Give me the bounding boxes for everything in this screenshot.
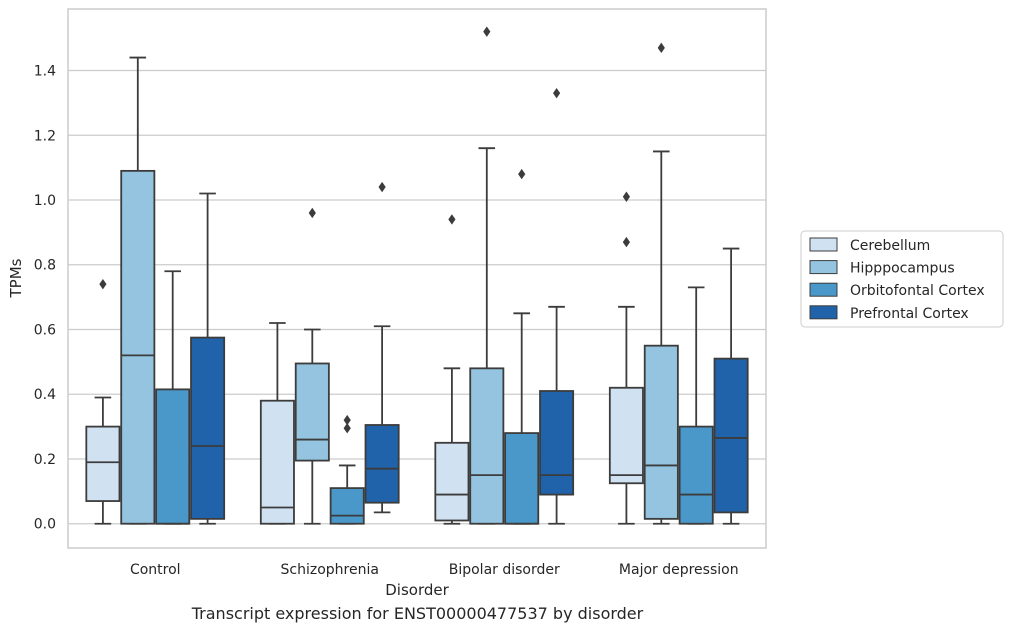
y-tick-label: 0.2	[34, 452, 56, 468]
outlier-point	[622, 236, 630, 248]
y-tick-label: 0.8	[34, 258, 56, 274]
legend: Cerebellum Hipppocampus Orbitofontal Corte…	[800, 230, 1004, 328]
x-axis-label: Disorder	[385, 581, 449, 599]
figure-caption: Transcript expression for ENST0000047753…	[191, 604, 644, 623]
box-body	[469, 367, 505, 525]
box-prefrontal-cortex	[364, 181, 400, 514]
box-orbitofontal-cortex	[155, 270, 191, 525]
box-cerebellum	[85, 278, 121, 525]
box-body	[713, 357, 749, 514]
box-cerebellum	[259, 322, 295, 525]
outlier-point	[622, 191, 630, 202]
x-tick-label: Major depression	[619, 562, 739, 578]
box-orbitofontal-cortex	[678, 286, 714, 525]
box-body	[504, 432, 540, 525]
legend-swatch	[809, 260, 838, 275]
box-hipppocampus	[643, 42, 679, 525]
box-groups	[85, 26, 749, 525]
box-hipppocampus	[294, 207, 330, 525]
outlier-point	[657, 42, 665, 54]
legend-swatch	[809, 282, 838, 297]
outlier-point	[99, 278, 107, 290]
x-tick-label: Bipolar disorder	[449, 562, 560, 578]
box-prefrontal-cortex	[190, 192, 226, 525]
outlier-point	[483, 26, 491, 37]
box-hipppocampus	[469, 26, 505, 525]
outlier-point	[343, 414, 351, 426]
box-body	[608, 386, 644, 485]
box-orbitofontal-cortex	[504, 168, 540, 525]
box-body	[539, 390, 575, 496]
plot-frame	[67, 8, 767, 549]
legend-label: Prefrontal Cortex	[850, 306, 969, 322]
y-tick-label: 1.0	[34, 193, 56, 209]
outlier-point	[553, 87, 561, 99]
box-body	[259, 399, 295, 525]
legend-label: Cerebellum	[850, 238, 930, 254]
y-tick-labels: 0.0 0.2 0.4 0.6 0.8 1.0 1.2 1.4	[34, 64, 56, 533]
legend-swatch	[809, 305, 838, 320]
box-body	[678, 425, 714, 525]
x-tick-label: Control	[130, 562, 181, 578]
outlier-point	[518, 168, 526, 180]
legend-swatch	[809, 237, 838, 252]
x-tick-labels: Control Schizophrenia Bipolar disorder Majo…	[130, 562, 739, 578]
y-axis-label: TPMs	[7, 258, 25, 298]
box-body	[85, 425, 121, 502]
box-prefrontal-cortex	[539, 87, 575, 525]
y-tick-label: 0.4	[34, 387, 56, 403]
box-body	[155, 388, 191, 525]
box-body	[190, 336, 226, 520]
y-tick-label: 1.2	[34, 128, 56, 144]
x-tick-label: Schizophrenia	[281, 562, 379, 578]
outlier-point	[308, 207, 316, 219]
box-orbitofontal-cortex	[329, 414, 365, 525]
outlier-point	[378, 181, 386, 193]
box-body	[294, 362, 330, 462]
legend-label: Orbitofontal Cortex	[850, 283, 985, 299]
legend-frame	[800, 230, 1004, 328]
box-body	[434, 441, 470, 522]
box-cerebellum	[608, 191, 644, 525]
box-hipppocampus	[120, 56, 156, 525]
box-body	[364, 424, 400, 504]
box-body	[120, 169, 156, 525]
legend-label: Hipppocampus	[850, 261, 955, 277]
box-body	[643, 344, 679, 520]
box-prefrontal-cortex	[713, 247, 749, 525]
y-tick-label: 0.0	[34, 517, 56, 533]
box-cerebellum	[434, 214, 470, 525]
box-body	[329, 487, 365, 525]
outlier-point	[448, 214, 456, 225]
y-tick-label: 0.6	[34, 322, 56, 338]
outlier-point	[343, 423, 351, 434]
y-tick-label: 1.4	[34, 64, 56, 80]
